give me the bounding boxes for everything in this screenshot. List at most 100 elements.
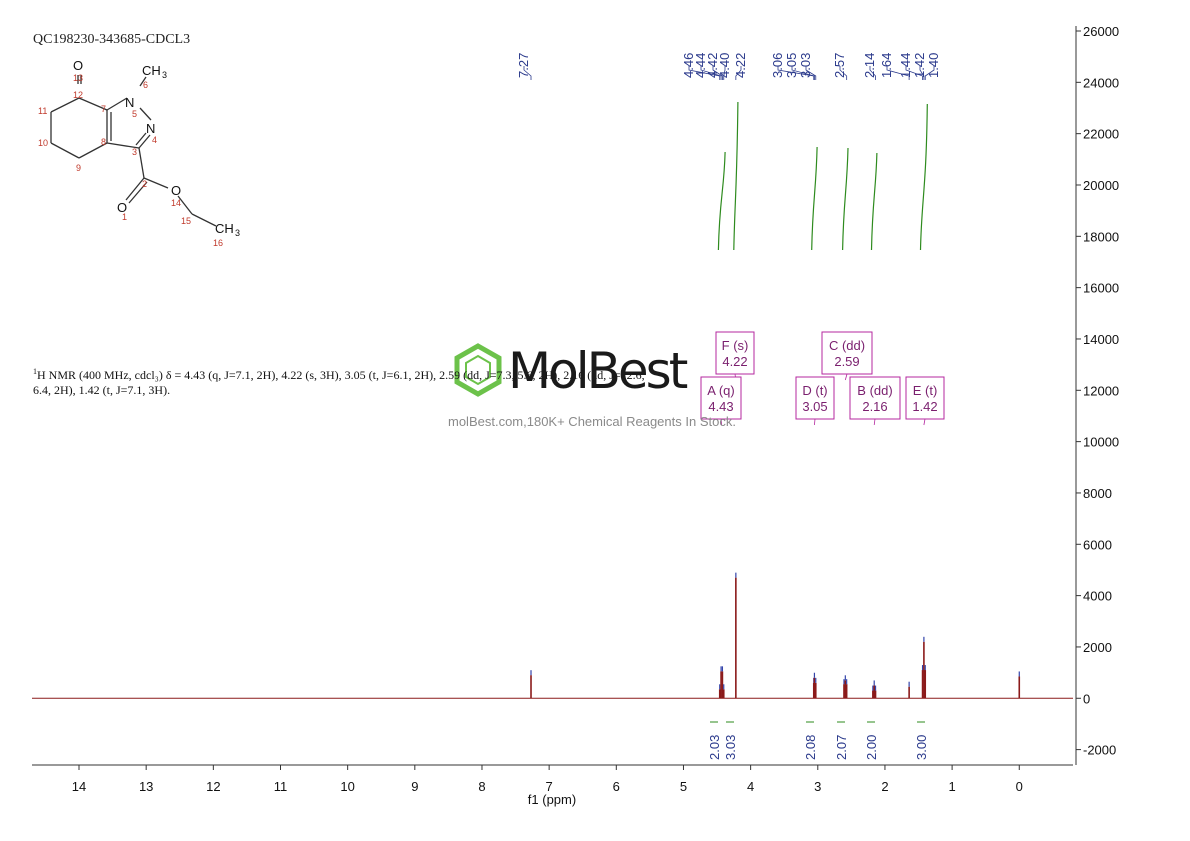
x-tick-label: 10 [340,779,354,794]
peak-label: 1.42 [912,53,927,78]
svg-text:O: O [117,200,127,215]
integral-value: 2.07 [834,735,849,760]
multiplet-value: 4.43 [708,399,733,414]
peak-label-leader [924,66,935,80]
integral-value: 2.00 [864,735,879,760]
y-tick-label: 10000 [1083,435,1119,450]
svg-text:2: 2 [142,179,147,189]
multiplet-label: D (t) [802,383,827,398]
watermark-name: MolBest [508,342,688,400]
y-tick-label: 12000 [1083,383,1119,398]
peak-label: 3.06 [770,53,785,78]
watermark-tagline: molBest.com,180K+ Chemical Reagents In S… [448,414,736,429]
multiplet-box [715,331,755,375]
svg-text:3: 3 [235,228,240,238]
svg-text:4: 4 [152,135,157,145]
x-axis-label: f1 (ppm) [528,792,576,807]
svg-text:O: O [171,183,181,198]
peak-label: 3.05 [784,53,799,78]
multiplet-leader [873,418,876,426]
peak-label: 4.40 [717,53,732,78]
peak-label: 7.27 [516,53,531,78]
svg-text:16: 16 [213,238,223,248]
multiplet-leader [720,418,723,426]
peak-label-leader [735,66,742,80]
x-tick-label: 3 [814,779,821,794]
peak-label: 4.22 [733,53,748,78]
y-tick-label: 20000 [1083,178,1119,193]
y-tick-label: 16000 [1083,281,1119,296]
peak-label-leader [869,66,876,80]
svg-text:13: 13 [73,73,83,83]
multiplet-value: 4.22 [722,354,747,369]
peak-label-leader [688,66,721,80]
x-tick-label: 2 [881,779,888,794]
y-tick-label: 0 [1083,691,1090,706]
svg-text:10: 10 [38,138,48,148]
y-tick-label: 2000 [1083,640,1112,655]
svg-text:5: 5 [132,109,137,119]
nmr-description-superscript: 1 [33,367,37,376]
peak-label: 2.14 [862,53,877,78]
multiplet-box [849,376,901,420]
x-tick-label: 13 [139,779,153,794]
peak-label-leader [777,66,815,80]
integral-value: 2.03 [707,735,722,760]
multiplet-box [795,376,835,420]
x-tick-label: 4 [747,779,754,794]
peak-label: 1.40 [926,53,941,78]
x-tick-label: 1 [948,779,955,794]
peak-label-leader [839,66,848,80]
integral-value: 2.08 [803,735,818,760]
watermark-logo-icon [454,343,502,397]
multiplet-value: 1.42 [912,399,937,414]
multiplet-leader [814,418,816,426]
peak-label: 1.44 [898,53,913,78]
x-tick-label: 9 [411,779,418,794]
peak-label-leader [700,66,722,80]
svg-text:9: 9 [76,163,81,173]
y-tick-label: 8000 [1083,486,1112,501]
svg-text:3: 3 [132,147,137,157]
x-tick-label: 12 [206,779,220,794]
chemical-structure: O N N O O CH 3 CH 3 1 2 3 4 5 6 7 8 9 10 1… [38,58,240,248]
y-tick-label: 26000 [1083,24,1119,39]
peak-label: 1.64 [879,53,894,78]
y-tick-label: 18000 [1083,229,1119,244]
y-tick-label: 22000 [1083,127,1119,142]
multiplet-label: C (dd) [829,338,865,353]
multiplet-value: 2.59 [834,354,859,369]
integral-value: 3.00 [914,735,929,760]
x-tick-label: 11 [274,779,288,794]
peak-label-leader [805,66,817,80]
peak-label: 3.03 [798,53,813,78]
peak-label: 2.57 [832,53,847,78]
peak-label-leader [723,66,726,80]
svg-text:O: O [73,58,83,73]
x-tick-label: 8 [478,779,485,794]
multiplet-label: B (dd) [857,383,892,398]
multiplet-box [905,376,945,420]
multiplet-box [700,376,742,420]
svg-text:8: 8 [101,137,106,147]
peak-label-leader [905,66,923,80]
integral-value: 3.03 [723,735,738,760]
svg-text:CH: CH [142,63,161,78]
multiplet-label: A (q) [707,383,734,398]
svg-text:7: 7 [101,104,106,114]
y-tick-label: 6000 [1083,537,1112,552]
multiplet-value: 3.05 [802,399,827,414]
multiplet-box [821,331,873,375]
multiplet-leader [923,418,926,426]
svg-text:12: 12 [73,90,83,100]
x-tick-label: 14 [72,779,86,794]
peak-label: 4.46 [681,53,696,78]
integral-curve [733,101,739,251]
integral-curve [870,152,878,251]
svg-text:CH: CH [215,221,234,236]
nmr-description: 1H NMR (400 MHz, cdcl₃) δ = 4.43 (q, J=7… [33,364,653,398]
svg-text:6: 6 [143,80,148,90]
peak-label: 4.44 [693,53,708,78]
svg-text:1: 1 [122,212,127,222]
